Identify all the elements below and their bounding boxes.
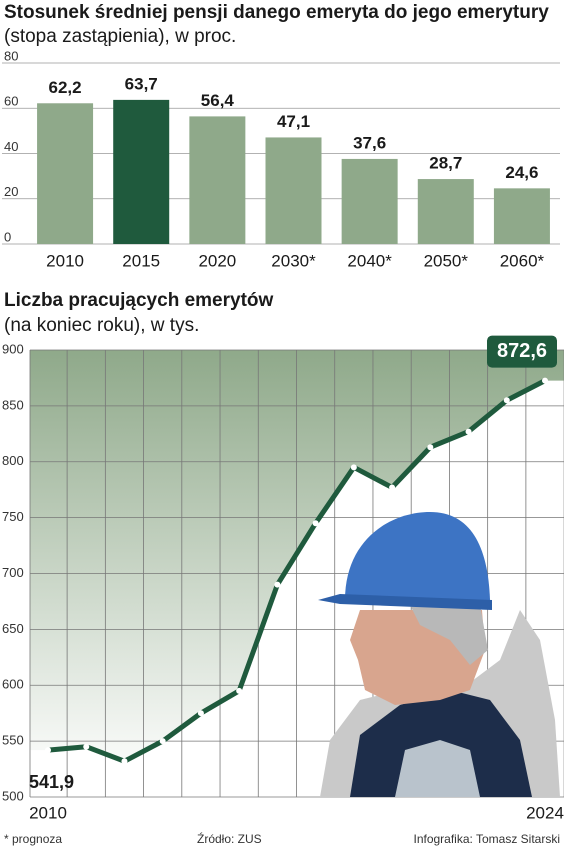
- x-tick-label: 2010: [46, 251, 84, 270]
- y-tick-label: 80: [4, 48, 18, 63]
- y-tick-label: 600: [2, 677, 24, 692]
- footnote: * prognoza: [4, 832, 62, 846]
- value-label: 47,1: [277, 112, 310, 131]
- value-label: 56,4: [201, 91, 235, 110]
- bar: [493, 188, 550, 244]
- chart-title: Stosunek średniej pensji danego emeryta …: [4, 2, 549, 23]
- value-label: 62,2: [49, 78, 82, 97]
- point: [542, 377, 548, 384]
- helmet: [345, 512, 490, 600]
- shirt: [395, 740, 480, 797]
- bar: [265, 137, 322, 244]
- y-tick-label: 800: [2, 453, 24, 468]
- y-tick-label: 500: [2, 788, 24, 803]
- bar: [189, 116, 246, 244]
- point: [121, 758, 128, 765]
- x-tick-label: 2024: [526, 803, 564, 822]
- credit: Infografika: Tomasz Sitarski: [413, 832, 560, 846]
- x-tick-label: 2015: [122, 251, 160, 270]
- bar: [341, 158, 398, 244]
- point: [45, 747, 51, 754]
- value-label: 24,6: [505, 163, 538, 182]
- hair: [410, 605, 488, 665]
- bar: [113, 99, 170, 244]
- chart-title: Liczba pracujących emerytów: [4, 290, 273, 311]
- value-label: 872,6: [497, 340, 547, 362]
- value-label: 63,7: [125, 74, 158, 93]
- point: [427, 444, 434, 451]
- y-tick-label: 750: [2, 509, 24, 524]
- y-tick-label: 550: [2, 733, 24, 748]
- source: Źródło: ZUS: [197, 831, 262, 846]
- point: [236, 687, 243, 694]
- value-label-box: [487, 335, 557, 368]
- line: [47, 378, 547, 764]
- area-fill: [30, 350, 564, 762]
- value-label: 541,9: [29, 772, 74, 792]
- helmet-brim: [318, 594, 492, 610]
- y-tick-label: 700: [2, 565, 24, 580]
- point: [465, 428, 472, 435]
- point: [197, 710, 204, 717]
- bar: [37, 103, 94, 245]
- bar: [417, 179, 474, 244]
- y-tick-label: 850: [2, 397, 24, 412]
- point: [350, 464, 357, 471]
- x-tick-label: 2030*: [271, 251, 316, 270]
- worker-photo: [318, 512, 560, 797]
- y-tick-label: 900: [2, 341, 24, 356]
- y-tick-label: 40: [4, 139, 18, 154]
- y-tick-label: 0: [4, 229, 11, 244]
- marks-layer: [37, 99, 550, 764]
- point: [83, 743, 90, 750]
- point: [389, 484, 396, 491]
- point: [274, 581, 281, 588]
- x-tick-label: 2010: [29, 803, 67, 822]
- y-tick-label: 650: [2, 621, 24, 636]
- y-tick-label: 60: [4, 94, 18, 109]
- x-tick-label: 2050*: [424, 251, 469, 270]
- point: [312, 520, 319, 527]
- value-label: 28,7: [429, 154, 462, 173]
- point: [503, 397, 510, 404]
- area-layer: [30, 350, 564, 762]
- x-tick-label: 2040*: [347, 251, 392, 270]
- value-label: 37,6: [353, 133, 386, 152]
- y-tick-label: 20: [4, 184, 18, 199]
- labels-layer: 0 20 40 60 80 62,2 2010 63,7 2015 56,4 2020 47,1 203…: [2, 48, 564, 822]
- x-tick-label: 2020: [198, 251, 236, 270]
- chart-subtitle: (stopa zastąpienia), w proc.: [4, 26, 236, 47]
- chart-subtitle: (na koniec roku), w tys.: [4, 315, 199, 336]
- point: [159, 738, 166, 745]
- x-tick-label: 2060*: [500, 251, 545, 270]
